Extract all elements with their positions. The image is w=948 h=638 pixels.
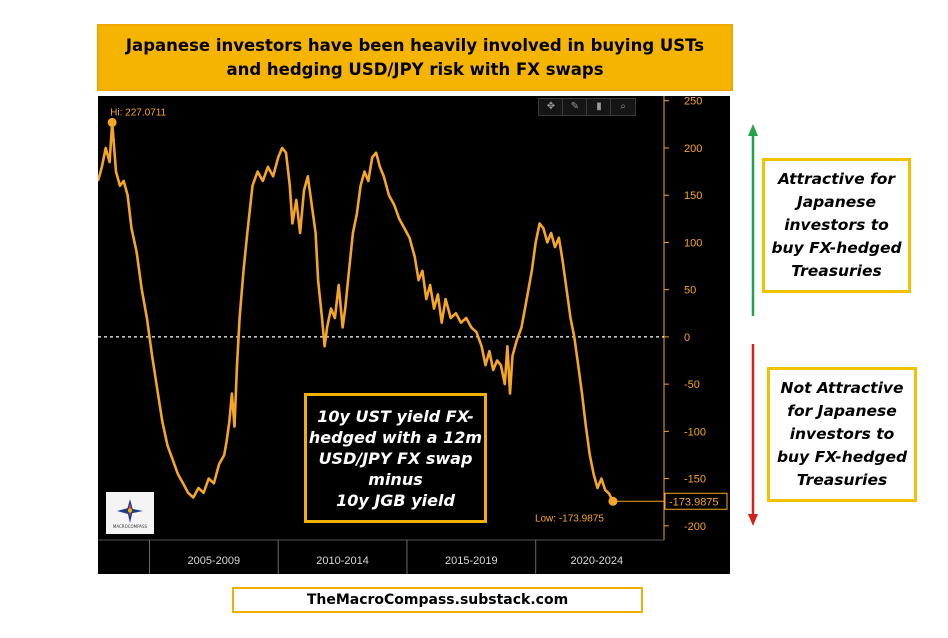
line-chart: 250 200 150 100 50 0 -50 -100 -150 -200 2005-2009 2… [98,96,728,574]
source-footer: TheMacroCompass.substack.com [232,587,643,613]
y-tick-label: -100 [684,426,706,438]
high-label: Hi: 227.0711 [110,107,166,118]
x-tick-label: 2015-2019 [445,555,498,567]
y-tick-label: 0 [684,332,690,344]
bookmark-icon[interactable]: ▮ [586,98,612,116]
high-point-marker [107,117,117,127]
y-tick-label: -50 [684,379,700,391]
definition-line-3: USD/JPY FX swap [318,448,473,468]
attractive-line-2: Japanese [796,193,877,211]
y-tick-label: -200 [684,521,706,533]
definition-line-2: hedged with a 12m [308,427,483,447]
attractive-line-4: buy FX-hedged [771,239,902,257]
not-attractive-annotation: Not Attractive for Japanese investors to… [767,367,917,502]
arrow-down-icon [748,514,758,526]
series-line [98,121,615,502]
zoom-icon[interactable]: ⌕ [610,98,636,116]
series-definition-box: 10y UST yield FX- hedged with a 12m USD/… [304,393,487,523]
x-tick-label: 2020-2024 [571,555,624,567]
move-icon[interactable]: ✥ [538,98,564,116]
y-tick-label: 250 [684,96,702,108]
not-attractive-line-1: Not Attractive [780,379,904,397]
logo-text: MACROCOMPASS [112,523,148,529]
y-tick-label: -150 [684,474,706,486]
not-attractive-line-2: for Japanese [787,402,897,420]
not-attractive-line-4: buy FX-hedged [776,448,908,466]
title-line-2: and hedging USD/JPY risk with FX swaps [226,59,604,79]
compass-icon [117,498,143,523]
y-tick-label: 150 [684,190,702,202]
arrow-up-icon [748,124,758,136]
attractive-line-5: Treasuries [791,262,882,280]
y-tick-label: 100 [684,237,702,249]
x-tick-label: 2005-2009 [188,555,241,567]
low-label: Low: -173.9875 [535,513,604,524]
definition-line-1: 10y UST yield FX- [317,406,474,426]
last-value-badge [664,492,728,510]
source-url: TheMacroCompass.substack.com [306,592,569,608]
attractive-annotation: Attractive for Japanese investors to buy… [762,158,911,293]
y-tick-label: 50 [684,285,696,297]
draw-icon[interactable]: ✎ [562,98,588,116]
macro-compass-logo: MACROCOMPASS [106,492,154,534]
x-tick-label: 2010-2014 [316,555,369,567]
not-attractive-line-5: Treasuries [796,471,888,489]
last-value-label: -173.9875 [669,496,719,508]
attractive-line-1: Attractive for [777,170,896,188]
definition-line-5: 10y JGB yield [336,490,455,510]
direction-arrows [748,124,758,526]
attractive-line-3: investors to [784,216,889,234]
chart-panel: 250 200 150 100 50 0 -50 -100 -150 -200 2005-2009 2… [98,96,730,574]
y-tick-label: 200 [684,143,702,155]
chart-title-banner: Japanese investors have been heavily inv… [97,24,733,91]
title-line-1: Japanese investors have been heavily inv… [125,35,705,55]
not-attractive-line-3: investors to [789,425,895,443]
definition-line-4: minus [368,469,423,489]
